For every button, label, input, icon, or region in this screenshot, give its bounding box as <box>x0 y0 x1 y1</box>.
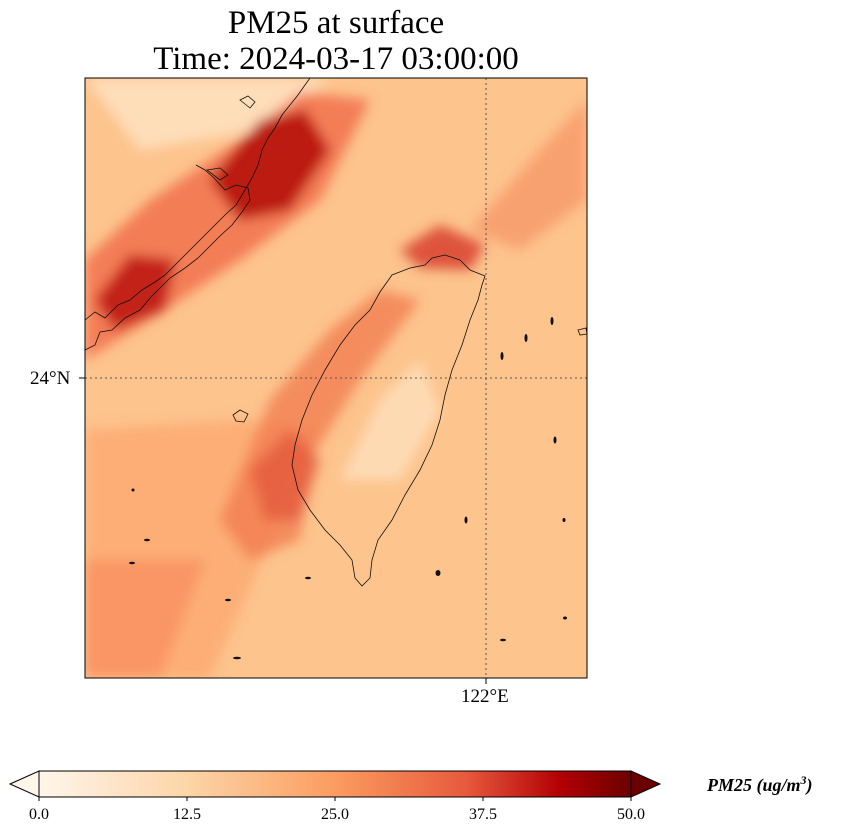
colorbar-gradient <box>38 770 632 798</box>
taiwan-coastline <box>291 254 486 587</box>
lat-tick-label: 24°N <box>30 368 71 389</box>
islet <box>131 488 135 492</box>
island-3 <box>239 95 256 109</box>
island-4 <box>577 327 587 336</box>
pm25-hotspot-keelung <box>400 225 485 270</box>
colorbar-label: PM25 (ug/m3) <box>707 773 813 796</box>
islets <box>129 317 567 660</box>
islet <box>500 638 506 642</box>
pm25-light-top <box>85 78 330 150</box>
mainland-coastline <box>85 78 311 321</box>
islet <box>550 317 554 325</box>
pm25-map <box>79 77 588 684</box>
islet <box>562 518 566 522</box>
pm25-hotspot-north <box>210 110 330 220</box>
pm25-hotspot-west <box>95 255 175 330</box>
islet <box>233 656 241 660</box>
islet <box>464 516 468 524</box>
islet <box>553 436 557 444</box>
cbar-tick-label-3: 37.5 <box>469 806 497 823</box>
colorbar-label-end: ) <box>806 775 813 795</box>
pm25-pale-interior <box>340 360 440 480</box>
mainland-coastline-inner <box>85 164 251 351</box>
pm25-band-northeast <box>470 100 587 250</box>
map-title: PM25 at surface <box>227 5 445 41</box>
islet <box>305 576 311 580</box>
islet <box>500 352 504 360</box>
map-time-subtitle: Time: 2024-03-17 03:00:00 <box>153 41 519 77</box>
colorbar-label-main: PM25 (ug/m <box>707 775 801 795</box>
islet <box>225 598 231 602</box>
cbar-tick-label-1: 12.5 <box>173 806 201 823</box>
island-2 <box>206 167 229 181</box>
islet <box>563 616 567 620</box>
colorbar-label-exponent: 3 <box>800 773 807 787</box>
island-1 <box>232 409 249 423</box>
islet <box>435 570 441 576</box>
islet <box>524 334 528 342</box>
islet <box>144 538 150 542</box>
colorbar <box>8 770 662 801</box>
lon-tick-label: 122°E <box>461 686 509 707</box>
colorbar-min-extend <box>8 770 40 798</box>
colorbar-max-extend <box>630 770 662 798</box>
cbar-tick-label-2: 25.0 <box>321 806 349 823</box>
cbar-tick-label-4: 50.0 <box>617 806 645 823</box>
coastlines <box>85 78 587 587</box>
islet <box>129 561 135 565</box>
pm25-band-southwest-core <box>85 560 205 678</box>
cbar-tick-label-0: 0.0 <box>29 806 49 823</box>
